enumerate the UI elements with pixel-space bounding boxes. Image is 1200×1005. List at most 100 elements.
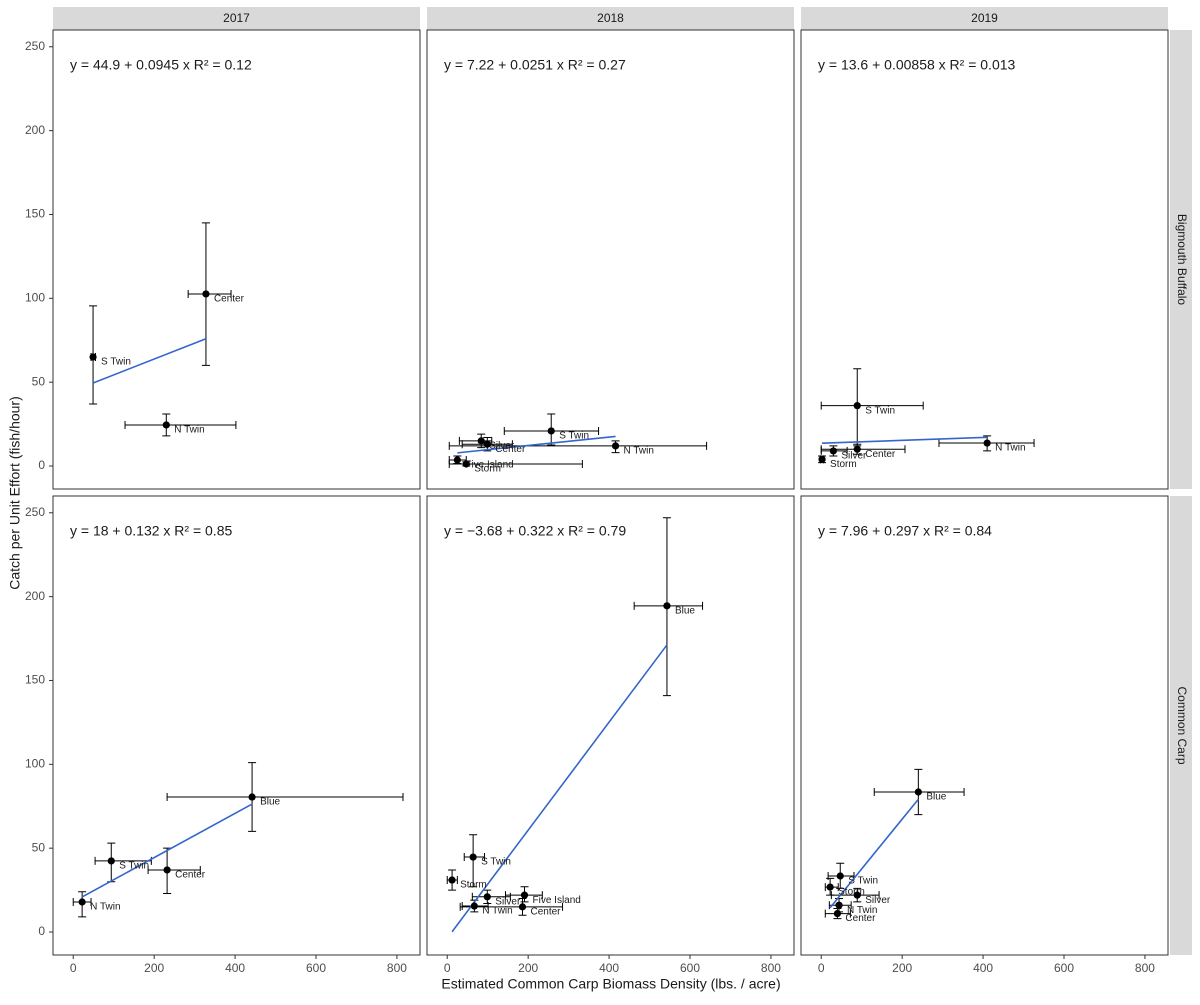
x-tick-label: 0	[444, 961, 451, 975]
x-tick-label: 0	[818, 961, 825, 975]
point-label: N Twin	[995, 443, 1025, 454]
x-error-bar	[448, 441, 708, 450]
y-tick-label: 50	[32, 840, 46, 854]
point-label: Blue	[675, 605, 695, 616]
x-tick-label: 600	[306, 961, 326, 975]
point	[853, 891, 861, 899]
x-tick-label: 0	[70, 961, 77, 975]
point	[547, 427, 555, 435]
point	[163, 866, 171, 874]
point-label: Silver	[865, 895, 891, 906]
point	[853, 402, 861, 410]
panel	[52, 495, 421, 956]
point	[448, 876, 456, 884]
y-error-bar	[469, 834, 478, 888]
y-tick-label: 250	[25, 505, 45, 519]
panel	[800, 495, 1169, 956]
point	[248, 793, 256, 801]
point-label: N Twin	[174, 425, 204, 436]
point-label: N Twin	[90, 902, 120, 913]
x-error-bar	[147, 865, 201, 874]
y-tick-label: 150	[25, 673, 45, 687]
point-label: S Twin	[559, 431, 589, 442]
point-label: S Twin	[481, 857, 511, 868]
column-strip-label: 2018	[597, 11, 624, 25]
x-error-bar	[187, 289, 232, 298]
point	[483, 440, 491, 448]
point	[162, 421, 170, 429]
panel	[426, 29, 795, 490]
point	[78, 898, 86, 906]
y-axis-title: Catch per Unit Effort (fish/hour)	[7, 396, 23, 589]
y-tick-label: 200	[25, 123, 45, 137]
row-strip	[1170, 496, 1192, 955]
row-strip-label: Common Carp	[1175, 686, 1189, 764]
point-label: Five Island	[533, 895, 581, 906]
row-strip	[1170, 30, 1192, 489]
x-tick-label: 800	[387, 961, 407, 975]
x-tick-label: 800	[1135, 961, 1155, 975]
column-strip	[801, 7, 1168, 30]
point-label: S Twin	[848, 876, 878, 887]
point	[520, 891, 529, 899]
point	[826, 883, 834, 891]
fit-line	[822, 436, 988, 444]
point-label: Center	[175, 870, 206, 881]
fit-line	[451, 644, 668, 933]
point	[469, 853, 477, 861]
y-tick-label: 250	[25, 39, 45, 53]
column-strip-label: 2019	[971, 11, 998, 25]
x-tick-label: 200	[892, 961, 912, 975]
y-tick-label: 0	[38, 924, 45, 938]
point	[663, 602, 671, 610]
x-error-bar	[124, 420, 237, 429]
x-error-bar	[166, 793, 404, 802]
equation: y = 44.9 + 0.0945 x R² = 0.12	[70, 57, 252, 73]
x-axis-title: Estimated Common Carp Biomass Density (l…	[441, 976, 780, 992]
point-label: Storm	[460, 880, 487, 891]
point-label: S Twin	[101, 357, 131, 368]
point	[853, 445, 861, 453]
x-tick-label: 600	[680, 961, 700, 975]
fit-line	[92, 337, 207, 384]
point	[836, 872, 844, 880]
column-strip	[427, 7, 794, 30]
point-label: Center	[495, 444, 526, 455]
panel	[800, 29, 1169, 490]
point	[829, 447, 837, 455]
row-strip-label: Bigmouth Buffalo	[1175, 214, 1189, 305]
point-label: Silver	[495, 896, 521, 907]
point-label: Silver	[841, 451, 867, 462]
fit-line	[81, 803, 253, 898]
point-label: Five Island	[465, 460, 513, 471]
x-tick-label: 200	[144, 961, 164, 975]
point-label: S Twin	[119, 861, 149, 872]
x-error-bar	[448, 460, 583, 469]
x-tick-label: 800	[761, 961, 781, 975]
point	[914, 788, 922, 796]
point-label: Blue	[926, 792, 946, 803]
equation: y = −3.68 + 0.322 x R² = 0.79	[444, 523, 626, 539]
point-label: N Twin	[624, 446, 654, 457]
point	[983, 439, 991, 447]
point	[818, 455, 826, 463]
point	[107, 857, 115, 865]
point	[835, 901, 843, 909]
point-label: Center	[530, 907, 561, 918]
point	[89, 353, 97, 361]
x-tick-label: 200	[518, 961, 538, 975]
y-tick-label: 200	[25, 589, 45, 603]
fit-line	[457, 435, 616, 454]
point-label: Storm	[830, 459, 857, 470]
y-tick-label: 100	[25, 756, 45, 770]
point	[611, 442, 620, 450]
equation: y = 18 + 0.132 x R² = 0.85	[70, 523, 232, 539]
point	[833, 909, 842, 918]
y-tick-label: 50	[32, 374, 46, 388]
point	[462, 460, 470, 468]
point-label: Silver	[489, 441, 515, 452]
point	[202, 290, 210, 298]
point	[477, 437, 485, 445]
point-label: Center	[845, 913, 876, 924]
